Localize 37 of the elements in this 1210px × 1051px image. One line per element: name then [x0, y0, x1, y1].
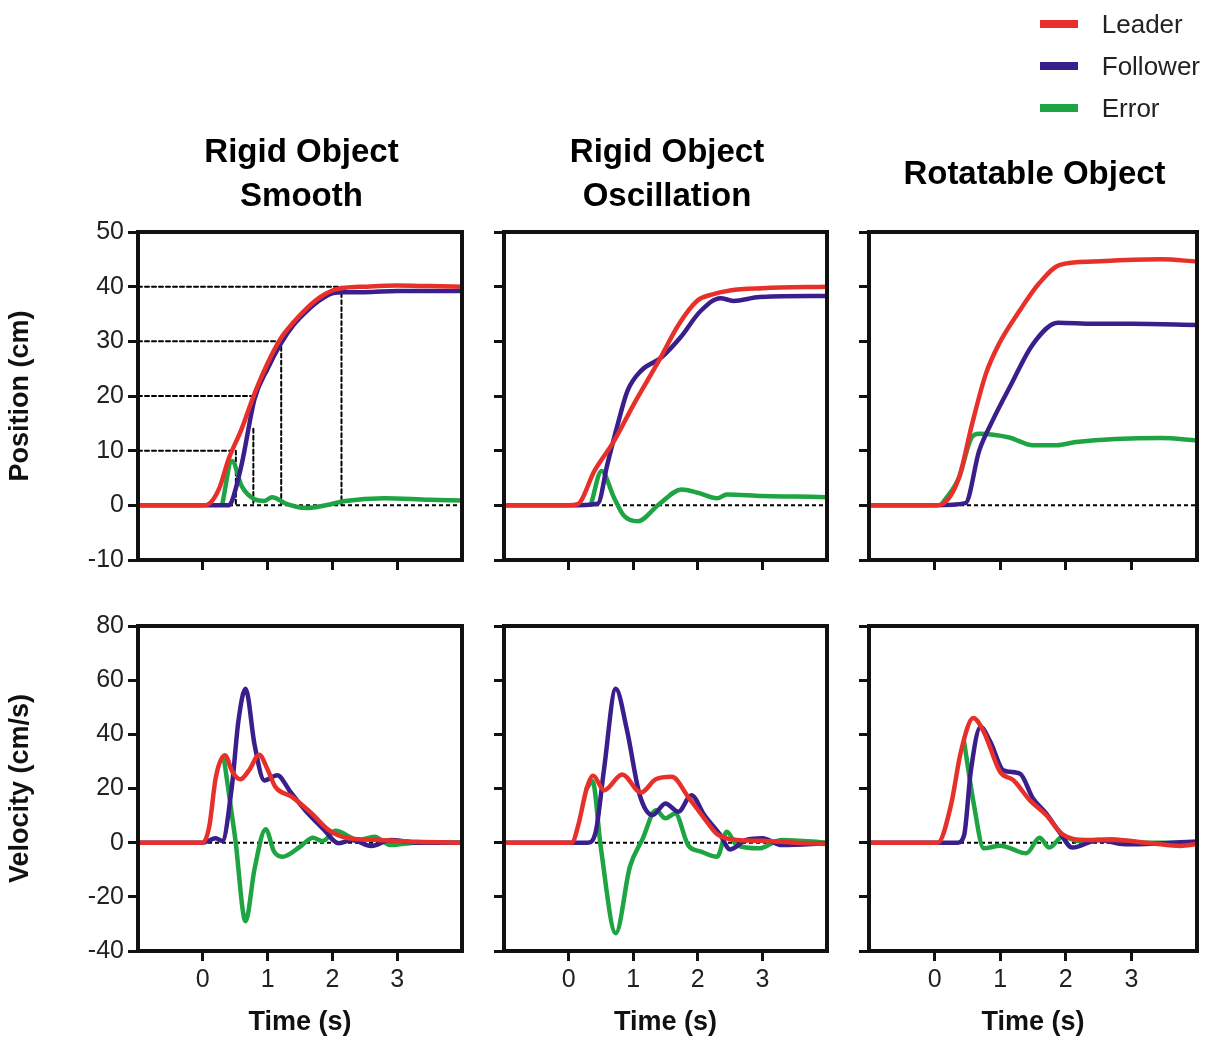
x-tick-label: 1	[993, 963, 1008, 992]
chart-title: Rotatable Object	[902, 153, 1167, 193]
y-tick-label: 20	[96, 379, 124, 408]
x-tick-label: 0	[927, 963, 942, 992]
y-tick-label: 20	[96, 772, 124, 801]
y-tick-label: 0	[110, 826, 124, 855]
y-axis-title: Position (cm)	[3, 310, 34, 482]
x-tick-label: 2	[1058, 963, 1073, 992]
x-tick-label: 1	[626, 963, 641, 992]
y-axis-title: Velocity (cm/s)	[3, 693, 34, 884]
y-tick-label: 40	[96, 270, 124, 299]
x-axis-title: Time (s)	[981, 1006, 1085, 1037]
x-axis-title: Time (s)	[613, 1006, 718, 1037]
x-axis-title: Time (s)	[248, 1006, 352, 1037]
chart-title: Rigid Object Oscillation	[568, 131, 766, 215]
x-tick-label: 2	[325, 963, 340, 992]
x-tick-label: 1	[260, 963, 275, 992]
y-tick-label: 0	[110, 489, 124, 518]
legend-label: Error	[1101, 92, 1160, 124]
y-tick-label: 40	[96, 718, 124, 747]
y-tick-label: -20	[87, 880, 124, 909]
x-tick-label: 3	[755, 963, 770, 992]
legend-label: Follower	[1101, 50, 1200, 82]
x-tick-label: 3	[1124, 963, 1139, 992]
y-tick-label: 10	[96, 434, 124, 463]
y-tick-label: 50	[96, 215, 124, 244]
y-tick-label: 60	[96, 664, 124, 693]
x-tick-label: 0	[195, 963, 210, 992]
x-tick-label: 2	[690, 963, 705, 992]
x-tick-label: 3	[390, 963, 405, 992]
x-tick-label: 0	[561, 963, 576, 992]
y-tick-label: -40	[87, 934, 124, 963]
legend-label: Leader	[1101, 8, 1183, 40]
y-tick-label: 80	[96, 609, 124, 638]
chart-title: Rigid Object Smooth	[203, 131, 400, 215]
y-tick-label: 30	[96, 325, 124, 354]
y-tick-label: -10	[87, 543, 124, 572]
